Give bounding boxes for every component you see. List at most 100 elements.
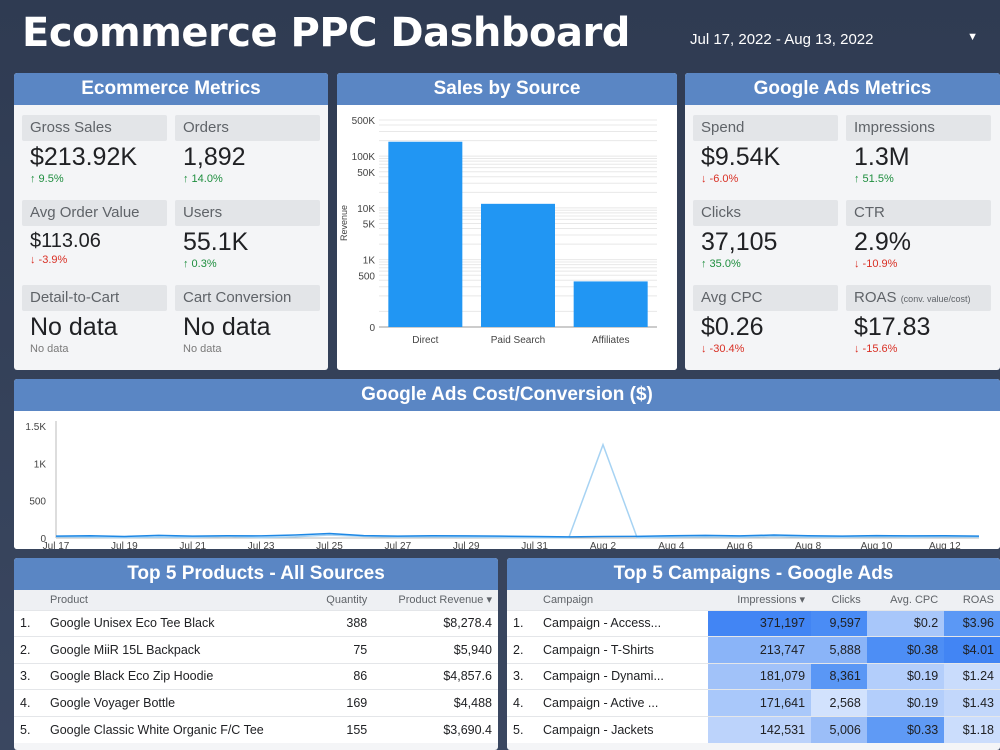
campaign-clicks: 8,361: [811, 662, 867, 690]
column-header-campaign[interactable]: Campaign: [537, 590, 709, 610]
campaign-impressions: 181,079: [708, 662, 812, 690]
ecommerce-metric-card: Cart Conversion No data No data: [175, 285, 320, 355]
campaign-roas: $1.18: [944, 715, 1000, 743]
product-quantity: 388: [310, 609, 374, 637]
table-row[interactable]: 4. Campaign - Active ... 171,641 2,568 $0.19…: [507, 689, 1000, 716]
table-row[interactable]: 3. Campaign - Dynami... 181,079 8,361 $0.19 $…: [507, 662, 1000, 690]
column-header-product-revenue[interactable]: Product Revenue ▾: [373, 590, 498, 610]
metric-label: CTR: [846, 200, 991, 226]
x-tick-label: Jul 19: [111, 541, 138, 549]
x-tick-label: Aug 10: [861, 541, 893, 549]
table-header-row: Product Quantity Product Revenue ▾: [14, 590, 498, 610]
table-row[interactable]: 1. Google Unisex Eco Tee Black 388 $8,278.4: [14, 609, 498, 637]
y-axis-label: Revenue: [339, 205, 349, 241]
ecommerce-metric-card: Orders 1,892 ↑ 14.0%: [175, 115, 320, 185]
product-name: Google Black Eco Zip Hoodie: [44, 662, 311, 690]
sales-by-source-title: Sales by Source: [337, 73, 677, 105]
google-ads-metric-card: ROAS (conv. value/cost) $17.83 ↓ -15.6%: [846, 285, 991, 355]
x-tick-label: Aug 2: [590, 541, 617, 549]
metric-delta: ↓ -10.9%: [854, 258, 898, 270]
x-tick-label: Jul 25: [316, 541, 343, 549]
column-header-impressions[interactable]: Impressions ▾: [708, 590, 812, 610]
x-tick-label: Direct: [412, 335, 438, 346]
metric-label: Detail-to-Cart: [22, 285, 167, 311]
y-tick-label: 50K: [357, 168, 375, 179]
product-quantity: 86: [310, 662, 374, 690]
date-range-picker[interactable]: Jul 17, 2022 - Aug 13, 2022 ▼: [690, 27, 990, 51]
metric-label: Spend: [693, 115, 838, 141]
x-tick-label: Jul 17: [43, 541, 70, 549]
y-tick-label: 500: [358, 271, 375, 282]
campaign-avg-cpc: $0.19: [866, 662, 945, 690]
campaign-impressions: 142,531: [708, 715, 812, 743]
table-header-row: Campaign Impressions ▾ Clicks Avg. CPC R…: [507, 590, 1000, 610]
product-name: Google Classic White Organic F/C Tee: [44, 715, 311, 743]
y-tick-label: 10K: [357, 204, 375, 215]
metric-delta: ↑ 51.5%: [854, 173, 894, 185]
y-tick-label: 0: [40, 534, 46, 545]
product-revenue: $3,690.4: [373, 715, 498, 743]
row-index: 2.: [507, 636, 537, 663]
product-name: Google Unisex Eco Tee Black: [44, 609, 311, 637]
campaign-avg-cpc: $0.33: [866, 715, 945, 743]
metric-label: Users: [175, 200, 320, 226]
metric-value: 2.9%: [854, 228, 911, 256]
y-tick-label: 1K: [363, 256, 376, 267]
product-revenue: $5,940: [373, 636, 498, 663]
table-row[interactable]: 5. Google Classic White Organic F/C Tee 15…: [14, 715, 498, 743]
campaign-name: Campaign - Jackets: [537, 715, 709, 743]
table-row[interactable]: 4. Google Voyager Bottle 169 $4,488: [14, 689, 498, 716]
column-header-avg-cpc[interactable]: Avg. CPC: [866, 590, 945, 610]
metric-delta: ↑ 0.3%: [183, 258, 217, 270]
ecommerce-metric-card: Avg Order Value $113.06 ↓ -3.9%: [22, 200, 167, 266]
column-header-clicks[interactable]: Clicks: [811, 590, 867, 610]
column-header-quantity[interactable]: Quantity: [310, 590, 374, 610]
column-header-product[interactable]: Product: [44, 590, 311, 610]
campaign-roas: $1.43: [944, 689, 1000, 716]
campaign-impressions: 371,197: [708, 609, 812, 637]
metric-delta: ↓ -15.6%: [854, 343, 898, 355]
metric-label: Clicks: [693, 200, 838, 226]
metric-label: Cart Conversion: [175, 285, 320, 311]
table-row[interactable]: 1. Campaign - Access... 371,197 9,597 $0.2 $3…: [507, 609, 1000, 637]
bar: [481, 203, 555, 327]
ecommerce-metrics-title: Ecommerce Metrics: [14, 73, 328, 105]
ecommerce-metric-card: Gross Sales $213.92K ↑ 9.5%: [22, 115, 167, 185]
x-tick-label: Jul 23: [248, 541, 275, 549]
campaign-avg-cpc: $0.19: [866, 689, 945, 716]
y-tick-label: 500K: [352, 116, 376, 127]
row-index: 1.: [507, 609, 537, 637]
table-row[interactable]: 3. Google Black Eco Zip Hoodie 86 $4,857.6: [14, 662, 498, 690]
x-tick-label: Affiliates: [592, 335, 630, 346]
google-ads-metric-card: Avg CPC $0.26 ↓ -30.4%: [693, 285, 838, 355]
metric-label: Gross Sales: [22, 115, 167, 141]
row-index: 2.: [14, 636, 44, 663]
top-campaigns-table: Campaign Impressions ▾ Clicks Avg. CPC R…: [507, 590, 1000, 743]
x-tick-label: Jul 29: [453, 541, 480, 549]
row-index: 3.: [507, 662, 537, 690]
date-range-text: Jul 17, 2022 - Aug 13, 2022: [690, 30, 874, 48]
x-tick-label: Jul 27: [385, 541, 412, 549]
campaign-impressions: 213,747: [708, 636, 812, 663]
google-ads-metric-card: Impressions 1.3M ↑ 51.5%: [846, 115, 991, 185]
table-row[interactable]: 2. Google MiiR 15L Backpack 75 $5,940: [14, 636, 498, 663]
metric-value: $0.26: [701, 313, 764, 341]
column-header-roas[interactable]: ROAS: [944, 590, 1000, 610]
y-tick-label: 1.5K: [25, 422, 46, 433]
row-index: 4.: [14, 689, 44, 716]
metric-value: $213.92K: [30, 143, 138, 171]
google-ads-metric-card: Clicks 37,105 ↑ 35.0%: [693, 200, 838, 270]
campaign-impressions: 171,641: [708, 689, 812, 716]
metric-value: 1.3M: [854, 143, 910, 171]
metric-label: Avg Order Value: [22, 200, 167, 226]
product-name: Google MiiR 15L Backpack: [44, 636, 311, 663]
metric-value: 55.1K: [183, 228, 249, 256]
metric-delta: No data: [183, 343, 222, 355]
table-row[interactable]: 2. Campaign - T-Shirts 213,747 5,888 $0.38 $4…: [507, 636, 1000, 663]
metric-label: ROAS (conv. value/cost): [846, 285, 991, 311]
table-row[interactable]: 5. Campaign - Jackets 142,531 5,006 $0.33 $1.…: [507, 715, 1000, 743]
campaign-roas: $4.01: [944, 636, 1000, 663]
top-campaigns-title: Top 5 Campaigns - Google Ads: [507, 558, 1000, 590]
metric-value: 37,105: [701, 228, 778, 256]
metric-value: No data: [30, 313, 118, 341]
